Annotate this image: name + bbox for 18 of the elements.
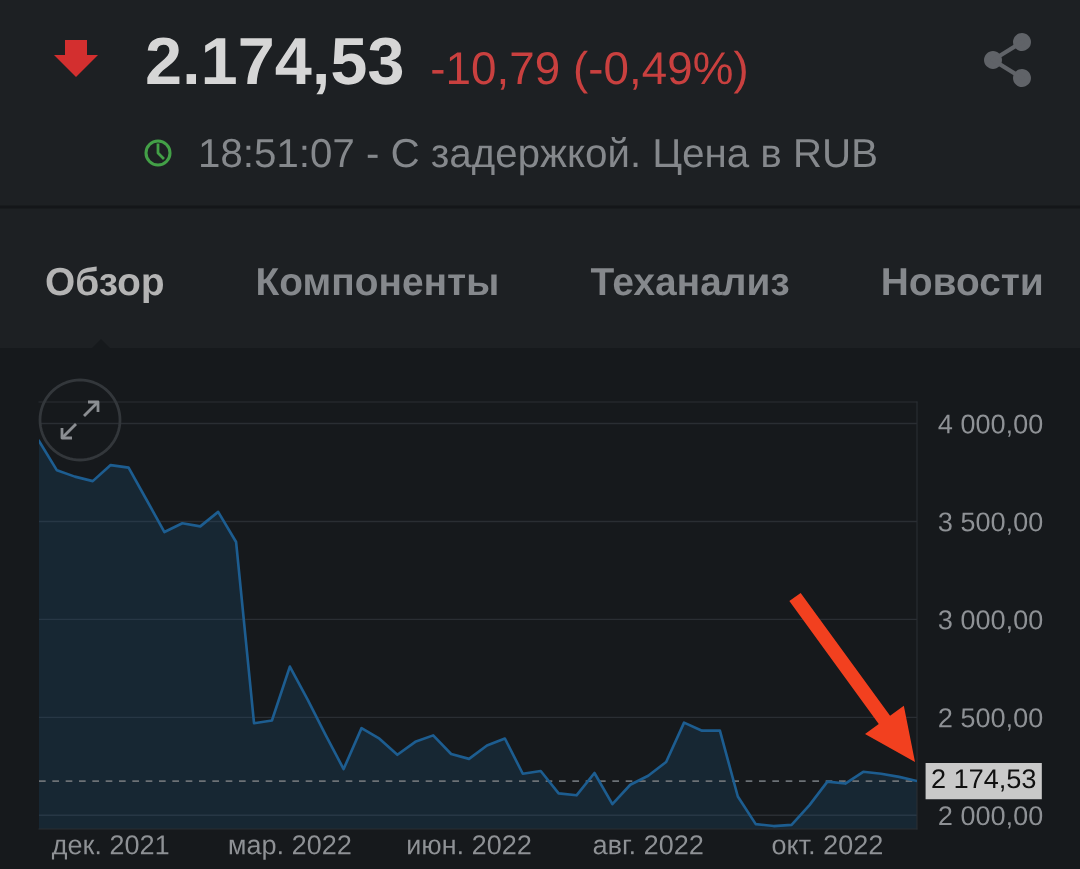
- chart-subtitle: -10,79 (-0,49%): [432, 50, 746, 94]
- y-tick-label: 3 000,00: [938, 610, 1043, 633]
- y-tick-label: 3 500,00: [938, 512, 1043, 535]
- text: 18:51:07 - С задержкой. Цена в RUB: [201, 137, 876, 176]
- x-tick-label: мар. 2022: [229, 835, 351, 860]
- text: Компоненты: [258, 268, 497, 296]
- y-tick-label: 2 500,00: [939, 708, 1043, 731]
- x-tick-label: окт. 2022: [772, 835, 883, 855]
- x-tick-label: дек. 2021: [51, 835, 169, 860]
- text: Новости: [883, 268, 1042, 296]
- x-tick-label: авг. 2022: [593, 835, 703, 855]
- y-tick-label: 4 000,00: [938, 414, 1043, 437]
- chart-title: 2.174,53: [147, 37, 403, 95]
- text: Теханализ: [590, 268, 789, 296]
- ref-line-label: 2 174,53: [932, 769, 1036, 792]
- text: Обзор: [46, 266, 164, 304]
- y-tick-label: 2 000,00: [939, 806, 1043, 829]
- x-tick-label: июн. 2022: [408, 835, 531, 855]
